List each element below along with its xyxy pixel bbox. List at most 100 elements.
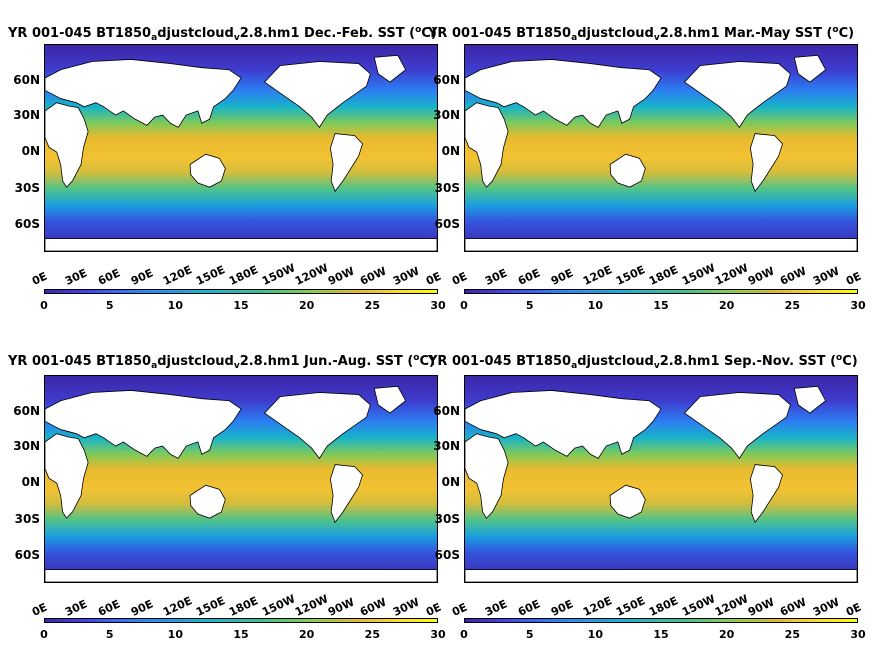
panel-title: YR 001-045 BT1850adjustcloudv2.8.hm1 Dec… xyxy=(8,22,437,46)
colorbar-tick-label: 0 xyxy=(460,299,468,312)
title-part: C) xyxy=(842,354,858,369)
sst-map xyxy=(464,375,858,583)
x-tick-label: 90E xyxy=(548,597,575,619)
title-part: v xyxy=(653,33,660,43)
x-tick-label: 60E xyxy=(515,266,542,288)
land-mask xyxy=(749,464,783,524)
colorbar xyxy=(464,289,858,294)
colorbar xyxy=(44,618,438,623)
colorbar-tick-label: 0 xyxy=(40,628,48,641)
y-tick-label: 0N xyxy=(441,475,460,490)
panel-title: YR 001-045 BT1850adjustcloudv2.8.hm1 Sep… xyxy=(428,350,858,374)
x-tick-label: 150E xyxy=(614,263,648,288)
y-tick-label: 60S xyxy=(434,216,460,231)
x-tick-label: 120W xyxy=(292,592,330,619)
y-tick-label: 0N xyxy=(21,144,40,159)
x-tick-label: 120E xyxy=(161,594,195,619)
y-tick-label: 0N xyxy=(441,144,460,159)
colorbar-tick-label: 5 xyxy=(525,628,534,641)
x-tick-label: 30E xyxy=(482,266,510,288)
colorbar-tick-label: 30 xyxy=(430,628,446,641)
colorbar-tick-label: 15 xyxy=(653,628,669,641)
colorbar xyxy=(44,289,438,294)
x-tick-label: 0E xyxy=(30,600,50,619)
x-tick-label: 0E xyxy=(844,269,864,288)
land-mask xyxy=(329,133,363,193)
land-mask xyxy=(45,433,89,519)
land-mask xyxy=(749,133,783,193)
x-tick-label: 30W xyxy=(391,264,422,288)
land-mask xyxy=(189,484,226,519)
colorbar-tick-label: 15 xyxy=(233,299,249,312)
y-tick-label: 30N xyxy=(13,107,40,122)
y-tick-label: 60S xyxy=(14,216,40,231)
x-tick-label: 60W xyxy=(778,595,809,619)
land-mask xyxy=(45,569,437,582)
colorbar-tick-label: 10 xyxy=(167,628,183,641)
sst-map xyxy=(44,44,438,252)
x-tick-label: 0E xyxy=(844,600,864,619)
y-tick-label: 30N xyxy=(433,438,460,453)
x-tick-label: 120W xyxy=(292,261,330,288)
colorbar-tick-label: 5 xyxy=(105,628,114,641)
y-tick-label: 30S xyxy=(14,511,40,526)
title-part: C) xyxy=(838,26,855,41)
colorbar xyxy=(464,618,858,623)
x-tick-label: 120W xyxy=(712,261,750,288)
y-tick-label: 60S xyxy=(14,547,40,562)
land-mask xyxy=(793,54,827,83)
x-tick-label: 60E xyxy=(95,597,122,619)
title-part: 2.8.hm1 Sep.-Nov. SST ( xyxy=(659,354,837,369)
x-tick-label: 0E xyxy=(450,269,470,288)
x-tick-label: 90E xyxy=(128,597,155,619)
x-tick-label: 60W xyxy=(778,264,809,288)
x-tick-label: 90W xyxy=(325,264,356,288)
x-tick-label: 0E xyxy=(30,269,50,288)
colorbar-tick-label: 20 xyxy=(719,628,735,641)
x-tick-label: 30E xyxy=(62,597,90,619)
x-tick-label: 150W xyxy=(679,592,718,619)
x-tick-label: 60W xyxy=(358,264,389,288)
title-part: djustcloud xyxy=(577,26,654,41)
x-tick-label: 120E xyxy=(161,263,195,288)
panel-title: YR 001-045 BT1850adjustcloudv2.8.hm1 Mar… xyxy=(428,22,854,46)
colorbar-tick-label: 20 xyxy=(299,628,315,641)
x-tick-label: 30W xyxy=(811,595,842,619)
colorbar-tick-label: 10 xyxy=(587,628,603,641)
title-part: 2.8.hm1 Jun.-Aug. SST ( xyxy=(239,354,414,369)
colorbar-tick-label: 10 xyxy=(167,299,183,312)
x-tick-label: 60E xyxy=(515,597,542,619)
land-mask xyxy=(263,392,371,460)
y-tick-label: 30S xyxy=(434,180,460,195)
land-mask xyxy=(465,433,509,519)
land-mask xyxy=(465,59,662,128)
title-part: v xyxy=(233,361,240,371)
colorbar-tick-label: 25 xyxy=(364,628,380,641)
colorbar-tick-label: 30 xyxy=(430,299,446,312)
sst-heatmap xyxy=(465,376,857,582)
title-part: C) xyxy=(421,26,437,41)
title-part: a xyxy=(571,33,578,43)
x-tick-label: 90W xyxy=(325,595,356,619)
colorbar-tick-label: 15 xyxy=(653,299,669,312)
colorbar-tick-label: 5 xyxy=(525,299,534,312)
x-tick-label: 180E xyxy=(227,594,261,619)
y-tick-label: 30N xyxy=(433,107,460,122)
land-mask xyxy=(373,385,407,414)
land-mask xyxy=(793,385,827,414)
x-tick-label: 150E xyxy=(194,594,228,619)
title-part: v xyxy=(233,33,240,43)
colorbar-tick-label: 10 xyxy=(587,299,603,312)
title-part: o xyxy=(832,25,839,35)
land-mask xyxy=(373,54,407,83)
title-part: 2.8.hm1 Dec.-Feb. SST ( xyxy=(239,26,416,41)
x-tick-label: 0E xyxy=(424,600,444,619)
x-tick-label: 90W xyxy=(745,264,776,288)
x-tick-label: 150W xyxy=(259,592,298,619)
land-mask xyxy=(329,464,363,524)
title-part: C) xyxy=(419,354,435,369)
x-tick-label: 150E xyxy=(614,594,648,619)
colorbar-tick-label: 25 xyxy=(364,299,380,312)
x-tick-label: 120E xyxy=(581,594,615,619)
x-tick-label: 60E xyxy=(95,266,122,288)
